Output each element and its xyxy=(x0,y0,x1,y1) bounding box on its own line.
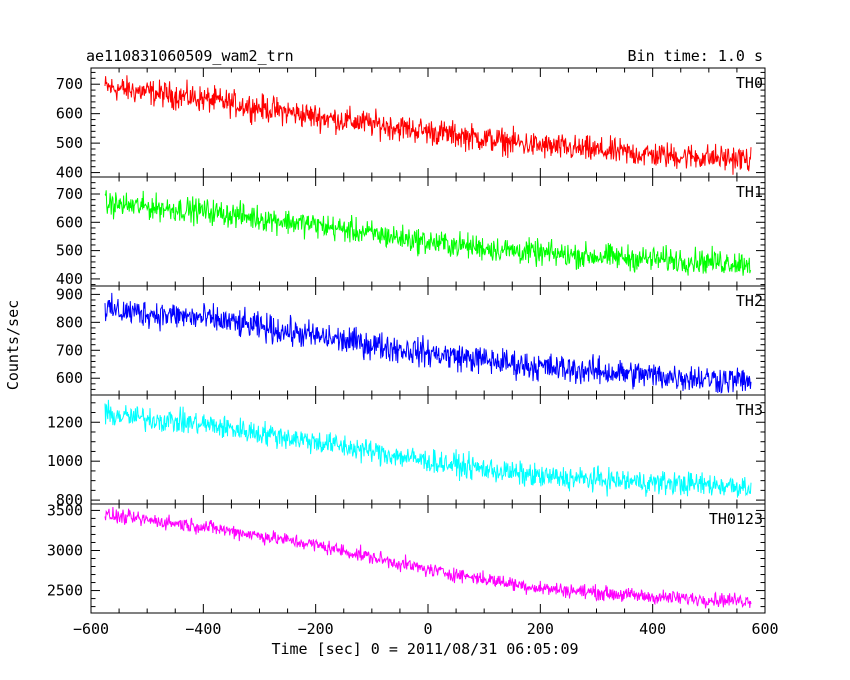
series-th0 xyxy=(104,75,752,175)
series-th3 xyxy=(104,399,752,498)
series-th1 xyxy=(104,190,752,276)
panel-th0123: 2500 3000 3500 TH0123 xyxy=(47,501,766,614)
series-th2 xyxy=(104,292,752,394)
y-tick-label: 3000 xyxy=(47,541,83,559)
y-tick-label: 900 xyxy=(56,285,83,303)
x-tick-label: 0 xyxy=(423,620,432,638)
panel-label-th2: TH2 xyxy=(736,292,763,310)
y-tick-label: 3500 xyxy=(47,501,83,519)
plot-title: ae110831060509_wam2_trn xyxy=(86,47,294,65)
panel-th2: 600 700 800 900 TH2 xyxy=(56,285,766,396)
y-tick-label: 500 xyxy=(56,134,83,152)
x-axis: −600 −400 −200 0 200 400 600 xyxy=(73,620,779,638)
panels-group: 400 500 600 700 TH0 400 500 600 700 TH1 600 700 800 9… xyxy=(47,67,766,614)
bin-time-label: Bin time: 1.0 s xyxy=(628,47,763,65)
panel-frame xyxy=(90,67,766,178)
x-tick-label: 600 xyxy=(751,620,778,638)
x-tick-label: −600 xyxy=(73,620,109,638)
y-tick-label: 1000 xyxy=(47,452,83,470)
panel-label-th1: TH1 xyxy=(736,183,763,201)
y-tick-label: 2500 xyxy=(47,582,83,600)
y-tick-label: 700 xyxy=(56,185,83,203)
panel-th0: 400 500 600 700 TH0 xyxy=(56,67,766,182)
y-tick-label: 500 xyxy=(56,242,83,260)
x-tick-label: −400 xyxy=(185,620,221,638)
y-tick-label: 1200 xyxy=(47,413,83,431)
y-tick-label: 400 xyxy=(56,164,83,182)
y-tick-label: 400 xyxy=(56,270,83,288)
x-tick-label: 200 xyxy=(527,620,554,638)
panel-th1: 400 500 600 700 TH1 xyxy=(56,176,766,288)
y-tick-label: 600 xyxy=(56,369,83,387)
y-tick-label: 600 xyxy=(56,105,83,123)
x-tick-label: −200 xyxy=(298,620,334,638)
panel-frame xyxy=(90,394,766,505)
y-tick-label: 700 xyxy=(56,341,83,359)
y-tick-label: 800 xyxy=(56,313,83,331)
x-tick-label: 400 xyxy=(639,620,666,638)
panel-th3: 800 1000 1200 TH3 xyxy=(47,394,766,509)
x-axis-label: Time [sec] 0 = 2011/08/31 06:05:09 xyxy=(271,640,578,658)
y-tick-label: 800 xyxy=(56,491,83,509)
series-th0123 xyxy=(104,506,752,609)
y-tick-label: 600 xyxy=(56,213,83,231)
panel-label-th0: TH0 xyxy=(736,74,763,92)
y-axis-label: Counts/sec xyxy=(4,300,22,390)
panel-frame xyxy=(90,176,766,287)
y-tick-label: 700 xyxy=(56,75,83,93)
panel-label-th0123: TH0123 xyxy=(709,510,763,528)
panel-label-th3: TH3 xyxy=(736,401,763,419)
